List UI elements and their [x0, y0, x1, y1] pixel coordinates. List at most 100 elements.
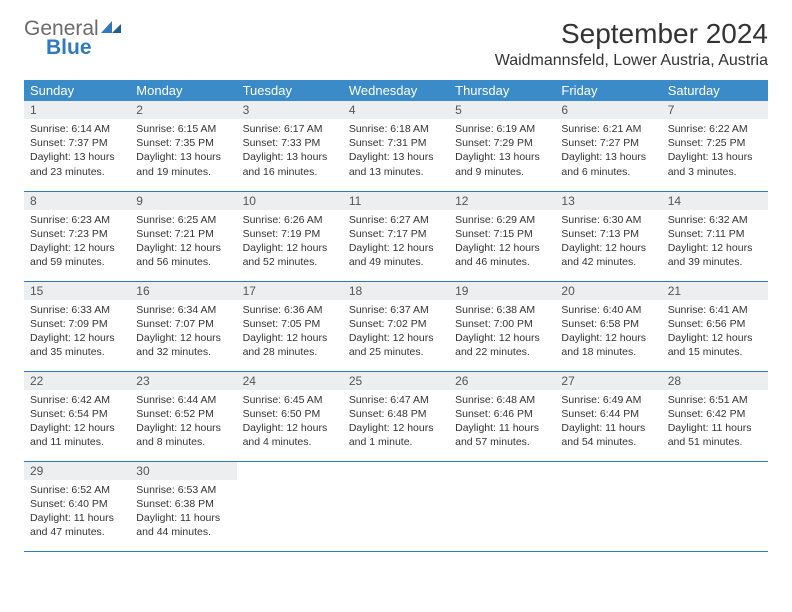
calendar-week-row: 15Sunrise: 6:33 AMSunset: 7:09 PMDayligh… — [24, 281, 768, 371]
calendar-cell: 26Sunrise: 6:48 AMSunset: 6:46 PMDayligh… — [449, 371, 555, 461]
day-info: Sunrise: 6:18 AMSunset: 7:31 PMDaylight:… — [343, 119, 449, 183]
calendar-cell: 24Sunrise: 6:45 AMSunset: 6:50 PMDayligh… — [237, 371, 343, 461]
weekday-header: Wednesday — [343, 80, 449, 101]
day-info: Sunrise: 6:17 AMSunset: 7:33 PMDaylight:… — [237, 119, 343, 183]
logo-mark-icon — [101, 18, 123, 40]
day-info: Sunrise: 6:38 AMSunset: 7:00 PMDaylight:… — [449, 300, 555, 364]
day-number: 25 — [343, 372, 449, 390]
day-number: 27 — [555, 372, 661, 390]
day-info: Sunrise: 6:53 AMSunset: 6:38 PMDaylight:… — [130, 480, 236, 544]
header: General Blue September 2024 Waidmannsfel… — [24, 18, 768, 70]
day-number: 6 — [555, 101, 661, 119]
day-info: Sunrise: 6:45 AMSunset: 6:50 PMDaylight:… — [237, 390, 343, 454]
day-number: 13 — [555, 192, 661, 210]
calendar-cell: 28Sunrise: 6:51 AMSunset: 6:42 PMDayligh… — [662, 371, 768, 461]
day-number: 14 — [662, 192, 768, 210]
day-number: 8 — [24, 192, 130, 210]
day-number: 17 — [237, 282, 343, 300]
calendar-week-row: 1Sunrise: 6:14 AMSunset: 7:37 PMDaylight… — [24, 101, 768, 191]
day-info: Sunrise: 6:22 AMSunset: 7:25 PMDaylight:… — [662, 119, 768, 183]
day-info: Sunrise: 6:15 AMSunset: 7:35 PMDaylight:… — [130, 119, 236, 183]
calendar-cell: 2Sunrise: 6:15 AMSunset: 7:35 PMDaylight… — [130, 101, 236, 191]
calendar-cell: 25Sunrise: 6:47 AMSunset: 6:48 PMDayligh… — [343, 371, 449, 461]
logo-text: General Blue — [24, 18, 123, 59]
day-info: Sunrise: 6:36 AMSunset: 7:05 PMDaylight:… — [237, 300, 343, 364]
calendar-week-row: 8Sunrise: 6:23 AMSunset: 7:23 PMDaylight… — [24, 191, 768, 281]
day-number: 1 — [24, 101, 130, 119]
calendar-table: SundayMondayTuesdayWednesdayThursdayFrid… — [24, 80, 768, 552]
calendar-cell: 12Sunrise: 6:29 AMSunset: 7:15 PMDayligh… — [449, 191, 555, 281]
day-info: Sunrise: 6:52 AMSunset: 6:40 PMDaylight:… — [24, 480, 130, 544]
weekday-header: Monday — [130, 80, 236, 101]
calendar-cell: 8Sunrise: 6:23 AMSunset: 7:23 PMDaylight… — [24, 191, 130, 281]
day-number: 5 — [449, 101, 555, 119]
day-info: Sunrise: 6:25 AMSunset: 7:21 PMDaylight:… — [130, 210, 236, 274]
day-number: 11 — [343, 192, 449, 210]
day-info: Sunrise: 6:23 AMSunset: 7:23 PMDaylight:… — [24, 210, 130, 274]
day-number: 23 — [130, 372, 236, 390]
day-info: Sunrise: 6:21 AMSunset: 7:27 PMDaylight:… — [555, 119, 661, 183]
calendar-cell — [662, 461, 768, 551]
day-info: Sunrise: 6:29 AMSunset: 7:15 PMDaylight:… — [449, 210, 555, 274]
calendar-cell: 5Sunrise: 6:19 AMSunset: 7:29 PMDaylight… — [449, 101, 555, 191]
calendar-cell — [237, 461, 343, 551]
day-number: 21 — [662, 282, 768, 300]
weekday-row: SundayMondayTuesdayWednesdayThursdayFrid… — [24, 80, 768, 101]
calendar-cell: 22Sunrise: 6:42 AMSunset: 6:54 PMDayligh… — [24, 371, 130, 461]
weekday-header: Saturday — [662, 80, 768, 101]
calendar-cell: 15Sunrise: 6:33 AMSunset: 7:09 PMDayligh… — [24, 281, 130, 371]
day-number: 29 — [24, 462, 130, 480]
calendar-cell: 20Sunrise: 6:40 AMSunset: 6:58 PMDayligh… — [555, 281, 661, 371]
page-title: September 2024 — [495, 18, 768, 50]
day-number: 16 — [130, 282, 236, 300]
day-info: Sunrise: 6:48 AMSunset: 6:46 PMDaylight:… — [449, 390, 555, 454]
calendar-body: 1Sunrise: 6:14 AMSunset: 7:37 PMDaylight… — [24, 101, 768, 551]
day-info: Sunrise: 6:34 AMSunset: 7:07 PMDaylight:… — [130, 300, 236, 364]
day-number: 19 — [449, 282, 555, 300]
day-number: 30 — [130, 462, 236, 480]
day-info: Sunrise: 6:47 AMSunset: 6:48 PMDaylight:… — [343, 390, 449, 454]
day-number: 2 — [130, 101, 236, 119]
day-number: 10 — [237, 192, 343, 210]
day-number: 3 — [237, 101, 343, 119]
calendar-cell: 23Sunrise: 6:44 AMSunset: 6:52 PMDayligh… — [130, 371, 236, 461]
calendar-cell — [555, 461, 661, 551]
logo-word-blue: Blue — [46, 37, 123, 59]
day-info: Sunrise: 6:33 AMSunset: 7:09 PMDaylight:… — [24, 300, 130, 364]
calendar-cell: 29Sunrise: 6:52 AMSunset: 6:40 PMDayligh… — [24, 461, 130, 551]
day-info: Sunrise: 6:51 AMSunset: 6:42 PMDaylight:… — [662, 390, 768, 454]
calendar-cell: 7Sunrise: 6:22 AMSunset: 7:25 PMDaylight… — [662, 101, 768, 191]
calendar-cell: 3Sunrise: 6:17 AMSunset: 7:33 PMDaylight… — [237, 101, 343, 191]
weekday-header: Thursday — [449, 80, 555, 101]
day-number: 28 — [662, 372, 768, 390]
calendar-week-row: 22Sunrise: 6:42 AMSunset: 6:54 PMDayligh… — [24, 371, 768, 461]
calendar-cell — [343, 461, 449, 551]
day-info: Sunrise: 6:41 AMSunset: 6:56 PMDaylight:… — [662, 300, 768, 364]
day-info: Sunrise: 6:49 AMSunset: 6:44 PMDaylight:… — [555, 390, 661, 454]
day-info: Sunrise: 6:14 AMSunset: 7:37 PMDaylight:… — [24, 119, 130, 183]
calendar-cell: 1Sunrise: 6:14 AMSunset: 7:37 PMDaylight… — [24, 101, 130, 191]
day-number: 4 — [343, 101, 449, 119]
calendar-cell: 4Sunrise: 6:18 AMSunset: 7:31 PMDaylight… — [343, 101, 449, 191]
day-info: Sunrise: 6:27 AMSunset: 7:17 PMDaylight:… — [343, 210, 449, 274]
day-number: 20 — [555, 282, 661, 300]
day-info: Sunrise: 6:32 AMSunset: 7:11 PMDaylight:… — [662, 210, 768, 274]
calendar-cell: 9Sunrise: 6:25 AMSunset: 7:21 PMDaylight… — [130, 191, 236, 281]
logo: General Blue — [24, 18, 123, 59]
day-info: Sunrise: 6:37 AMSunset: 7:02 PMDaylight:… — [343, 300, 449, 364]
calendar-cell: 16Sunrise: 6:34 AMSunset: 7:07 PMDayligh… — [130, 281, 236, 371]
calendar-cell: 14Sunrise: 6:32 AMSunset: 7:11 PMDayligh… — [662, 191, 768, 281]
calendar-cell: 17Sunrise: 6:36 AMSunset: 7:05 PMDayligh… — [237, 281, 343, 371]
day-number: 12 — [449, 192, 555, 210]
location: Waidmannsfeld, Lower Austria, Austria — [495, 52, 768, 70]
calendar-cell: 6Sunrise: 6:21 AMSunset: 7:27 PMDaylight… — [555, 101, 661, 191]
day-info: Sunrise: 6:40 AMSunset: 6:58 PMDaylight:… — [555, 300, 661, 364]
calendar-cell: 27Sunrise: 6:49 AMSunset: 6:44 PMDayligh… — [555, 371, 661, 461]
day-number: 26 — [449, 372, 555, 390]
calendar-head: SundayMondayTuesdayWednesdayThursdayFrid… — [24, 80, 768, 101]
calendar-cell: 13Sunrise: 6:30 AMSunset: 7:13 PMDayligh… — [555, 191, 661, 281]
weekday-header: Tuesday — [237, 80, 343, 101]
day-number: 18 — [343, 282, 449, 300]
day-info: Sunrise: 6:30 AMSunset: 7:13 PMDaylight:… — [555, 210, 661, 274]
calendar-cell: 18Sunrise: 6:37 AMSunset: 7:02 PMDayligh… — [343, 281, 449, 371]
